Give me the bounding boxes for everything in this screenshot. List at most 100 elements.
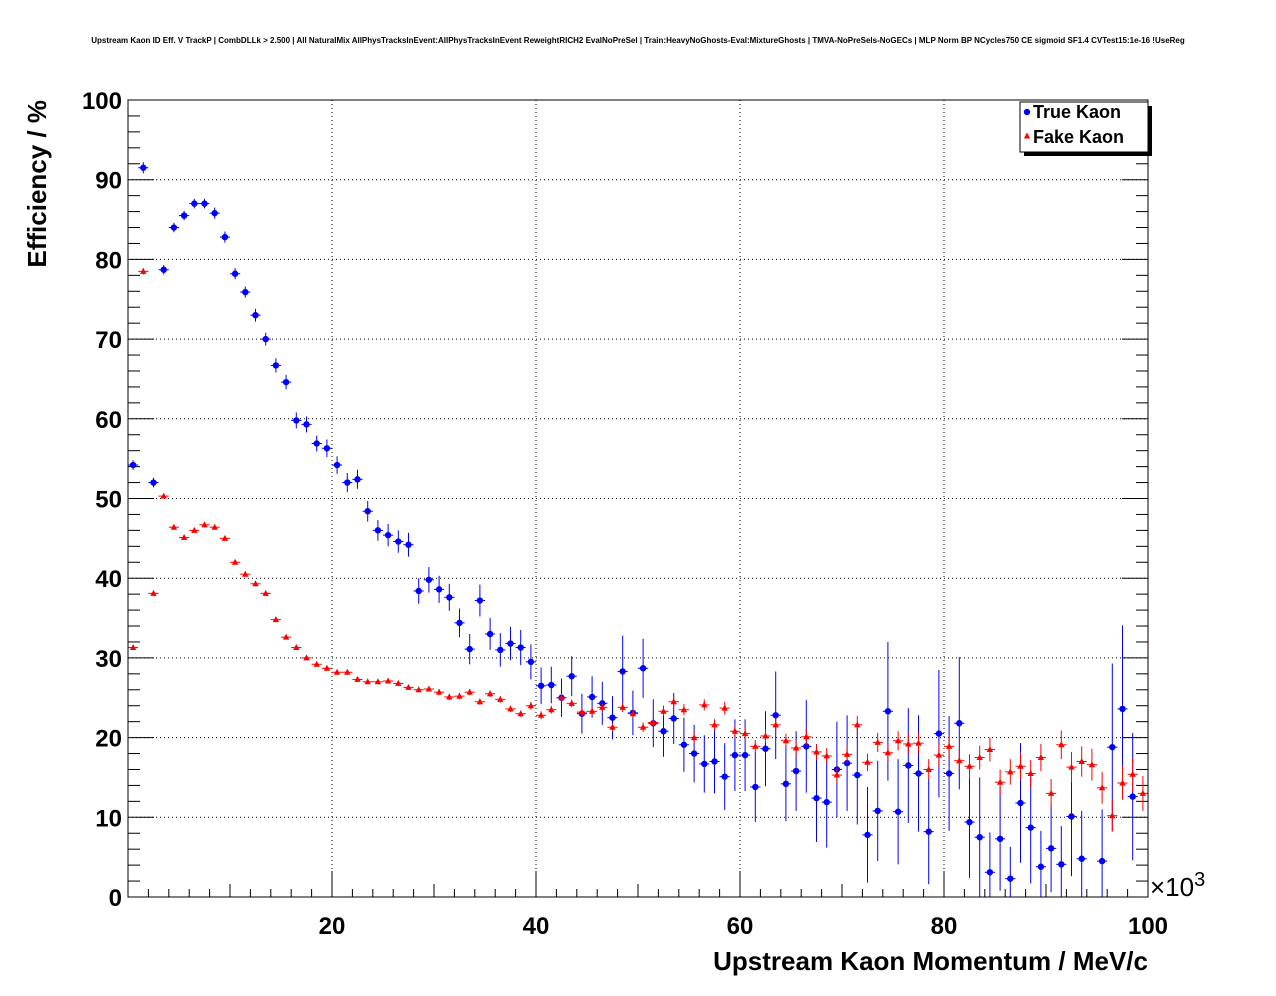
data-point: [935, 730, 943, 737]
data-point: [1047, 789, 1055, 796]
data-point: [476, 698, 484, 705]
data-point: [864, 758, 871, 765]
data-point: [956, 720, 963, 727]
data-point: [792, 767, 800, 775]
y-axis-title: Efficiency / %: [22, 100, 52, 268]
data-point: [762, 745, 769, 752]
data-point: [741, 751, 749, 759]
legend-label-true-kaon: True Kaon: [1033, 102, 1121, 122]
data-point: [497, 695, 504, 702]
y-tick-label: 0: [109, 885, 122, 912]
x-tick-label: 60: [727, 913, 754, 940]
data-point: [160, 266, 167, 273]
data-point: [242, 570, 249, 577]
data-point: [282, 633, 290, 640]
data-point: [323, 445, 331, 452]
data-point: [1037, 863, 1045, 870]
data-point: [986, 869, 994, 876]
data-point: [364, 678, 371, 685]
data-point: [180, 212, 188, 219]
data-point: [660, 707, 667, 714]
data-point: [497, 646, 504, 654]
data-point: [639, 665, 647, 672]
data-point: [823, 752, 830, 759]
data-point: [905, 740, 912, 747]
x-multiplier: ×103: [1150, 869, 1205, 902]
data-point: [701, 760, 708, 768]
y-tick-label: 70: [95, 327, 122, 354]
data-point: [1088, 761, 1096, 768]
y-tick-label: 60: [95, 407, 122, 434]
data-point: [680, 706, 688, 713]
data-point: [650, 718, 657, 725]
data-point: [599, 703, 606, 710]
data-point: [772, 712, 779, 719]
data-point: [405, 683, 412, 690]
data-point: [191, 200, 198, 207]
data-point: [905, 762, 912, 769]
data-point: [293, 417, 300, 424]
data-point: [1078, 855, 1085, 862]
data-point: [721, 773, 728, 780]
chart-title: Upstream Kaon ID Eff. V TrackP | CombDLL…: [91, 36, 1185, 45]
data-point: [854, 721, 861, 728]
data-point: [935, 751, 943, 758]
data-point: [578, 708, 586, 715]
data-point: [568, 673, 575, 680]
grid: [128, 100, 1148, 897]
data-point: [1058, 861, 1065, 868]
data-point: [150, 479, 157, 486]
data-point: [517, 710, 524, 717]
data-point: [833, 771, 841, 778]
data-point: [344, 668, 351, 675]
data-point: [884, 749, 892, 756]
data-point: [252, 580, 259, 587]
data-point: [395, 538, 402, 545]
data-point: [537, 711, 545, 718]
data-point: [140, 164, 147, 171]
data-point: [803, 743, 810, 750]
data-point: [986, 746, 994, 753]
data-point: [1119, 779, 1126, 786]
data-point: [1017, 762, 1024, 769]
data-point: [354, 675, 361, 682]
data-point: [741, 730, 749, 737]
data-point: [252, 311, 259, 319]
data-point: [191, 526, 198, 533]
data-point: [701, 701, 708, 708]
data-point: [1047, 845, 1055, 852]
data-point: [262, 335, 269, 343]
data-point: [813, 748, 820, 755]
data-point: [670, 698, 677, 705]
data-point: [272, 616, 280, 623]
data-point: [129, 461, 137, 469]
data-point: [303, 421, 310, 428]
data-point: [354, 476, 361, 483]
x-tick-label: 40: [523, 913, 550, 940]
data-point: [435, 586, 443, 593]
data-point: [374, 527, 382, 534]
data-point: [425, 576, 433, 583]
data-point: [313, 660, 320, 667]
data-point: [150, 589, 157, 596]
data-point: [752, 742, 759, 749]
data-point: [384, 677, 392, 684]
data-point: [374, 678, 382, 685]
data-point: [395, 679, 402, 686]
data-point: [609, 714, 616, 721]
data-point: [956, 757, 963, 764]
data-point: [568, 699, 575, 706]
data-point: [792, 744, 800, 751]
y-tick-label: 100: [82, 88, 122, 115]
data-point: [1129, 793, 1136, 800]
data-point: [303, 654, 310, 661]
data-point: [619, 703, 626, 710]
y-tick-label: 40: [95, 566, 122, 593]
data-point: [242, 288, 249, 296]
data-point: [1027, 824, 1034, 831]
data-point: [782, 780, 790, 788]
data-point: [854, 771, 861, 779]
data-point: [180, 534, 188, 541]
data-point: [660, 728, 667, 735]
